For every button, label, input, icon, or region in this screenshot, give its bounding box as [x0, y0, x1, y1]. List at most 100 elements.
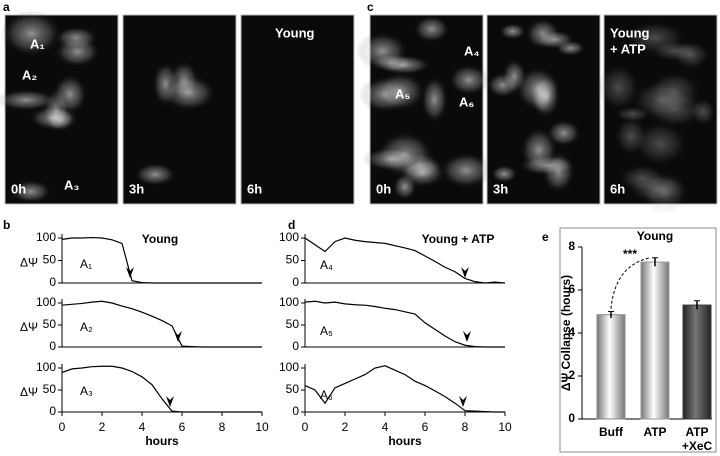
image-panel: 0h A₁ A₂ A₃ 3h 6h Young [0, 9, 355, 205]
cell-signal [597, 63, 641, 112]
cell-signal [534, 29, 576, 50]
micrograph [240, 14, 355, 205]
y-tick-label: 50 [43, 317, 57, 331]
collapse-arrow [459, 396, 467, 407]
trace [61, 300, 262, 348]
trace-label: A₁ [80, 257, 92, 271]
cell-signal [28, 105, 80, 131]
x-axis-label: hours [388, 434, 422, 448]
cell-signal [531, 73, 561, 119]
x-tick-label: 4 [139, 420, 146, 434]
panel-letter: c [367, 0, 374, 14]
y-tick-label: 50 [286, 253, 300, 267]
trace [304, 365, 505, 413]
cell-signal [490, 164, 518, 183]
panel-letter: e [542, 230, 549, 244]
panel-title: + ATP [610, 41, 646, 56]
panel-box [559, 227, 717, 453]
x-tick-label: 4 [382, 420, 389, 434]
x-tick-label: 6 [179, 420, 186, 434]
x-tick-label: 2 [342, 420, 349, 434]
cell-signal [374, 71, 426, 112]
y-tick-label: 50 [43, 382, 57, 396]
time-label: 0h [376, 181, 391, 196]
time-label: 6h [247, 181, 262, 196]
trace [61, 365, 262, 413]
chart-title: Young [637, 229, 673, 243]
x-tick-label: 2 [99, 420, 106, 434]
bar [596, 314, 626, 420]
y-tick-label: 100 [36, 295, 56, 309]
trace-label: A₆ [320, 388, 333, 402]
x-tick-label: ATP +XeC [682, 425, 713, 453]
y-tick-label: 0 [49, 275, 56, 289]
x-tick-label: 8 [462, 420, 469, 434]
time-label: 3h [129, 181, 144, 196]
y-tick-label: 50 [286, 317, 300, 331]
cell-label: A₅ [395, 86, 410, 101]
cell-signal [614, 105, 651, 123]
y-tick-label: 2 [568, 368, 575, 382]
collapse-arrow [126, 267, 134, 278]
x-tick-label: 10 [498, 420, 512, 434]
panel-letter: a [3, 0, 10, 14]
x-tick-label: Buff [599, 425, 624, 439]
y-tick-label: 100 [36, 360, 56, 374]
time-label: 6h [610, 181, 625, 196]
bar [640, 261, 670, 420]
cell-label: A₄ [464, 43, 480, 58]
y-tick-label: 4 [568, 325, 575, 339]
panel-title: Young [610, 25, 650, 40]
trace-label: A₃ [80, 384, 93, 398]
cell-signal [356, 31, 409, 71]
x-tick-label: 0 [302, 420, 309, 434]
y-axis-label: ΔΨ [20, 256, 38, 270]
cell-signal [9, 179, 52, 204]
y-tick-label: 0 [49, 404, 56, 418]
trace-label: A₄ [320, 258, 333, 272]
cell-signal [52, 73, 88, 115]
cell-signal [420, 75, 449, 124]
collapse-arrow [174, 331, 182, 342]
y-tick-label: 0 [568, 411, 575, 425]
cell-signal [614, 116, 648, 156]
significance-line [610, 257, 650, 309]
trace [61, 236, 262, 284]
trace [304, 237, 506, 284]
y-tick-label: 6 [568, 282, 575, 296]
y-tick-label: 100 [36, 230, 56, 244]
significance: *** [623, 247, 637, 261]
y-axis-label: ΔΨ Collapse (hours) [559, 275, 573, 391]
cell-signal [618, 164, 667, 193]
cell-signal [133, 162, 177, 187]
cell-signal [690, 97, 716, 127]
y-tick-label: 100 [279, 360, 299, 374]
cell-label: A₆ [459, 94, 474, 109]
y-tick-label: 100 [279, 295, 299, 309]
trace [304, 300, 505, 348]
x-tick-label: 0 [59, 420, 66, 434]
x-tick-label: ATP [643, 425, 666, 439]
collapse-arrow [461, 267, 469, 278]
y-axis-label: ΔΨ [20, 385, 38, 399]
cell-signal [361, 146, 422, 172]
panel-title: Young [275, 25, 315, 40]
y-tick-label: 8 [568, 239, 575, 253]
collapse-arrow [463, 331, 471, 342]
x-tick-label: 10 [255, 420, 269, 434]
cell-signal [0, 89, 58, 112]
cell-signal [439, 152, 494, 189]
cell-signal [546, 119, 582, 147]
cell-signal [672, 40, 711, 70]
y-tick-label: 0 [292, 275, 299, 289]
collapse-arrow [166, 396, 174, 407]
cell-signal [448, 63, 490, 96]
trace-label: A₂ [80, 320, 93, 334]
cell-label: A₃ [64, 177, 79, 192]
chart-title: Young + ATP [422, 232, 495, 246]
x-tick-label: 8 [219, 420, 226, 434]
panel-letter: b [3, 218, 10, 232]
cell-signal [0, 9, 63, 57]
cell-signal [413, 15, 451, 43]
